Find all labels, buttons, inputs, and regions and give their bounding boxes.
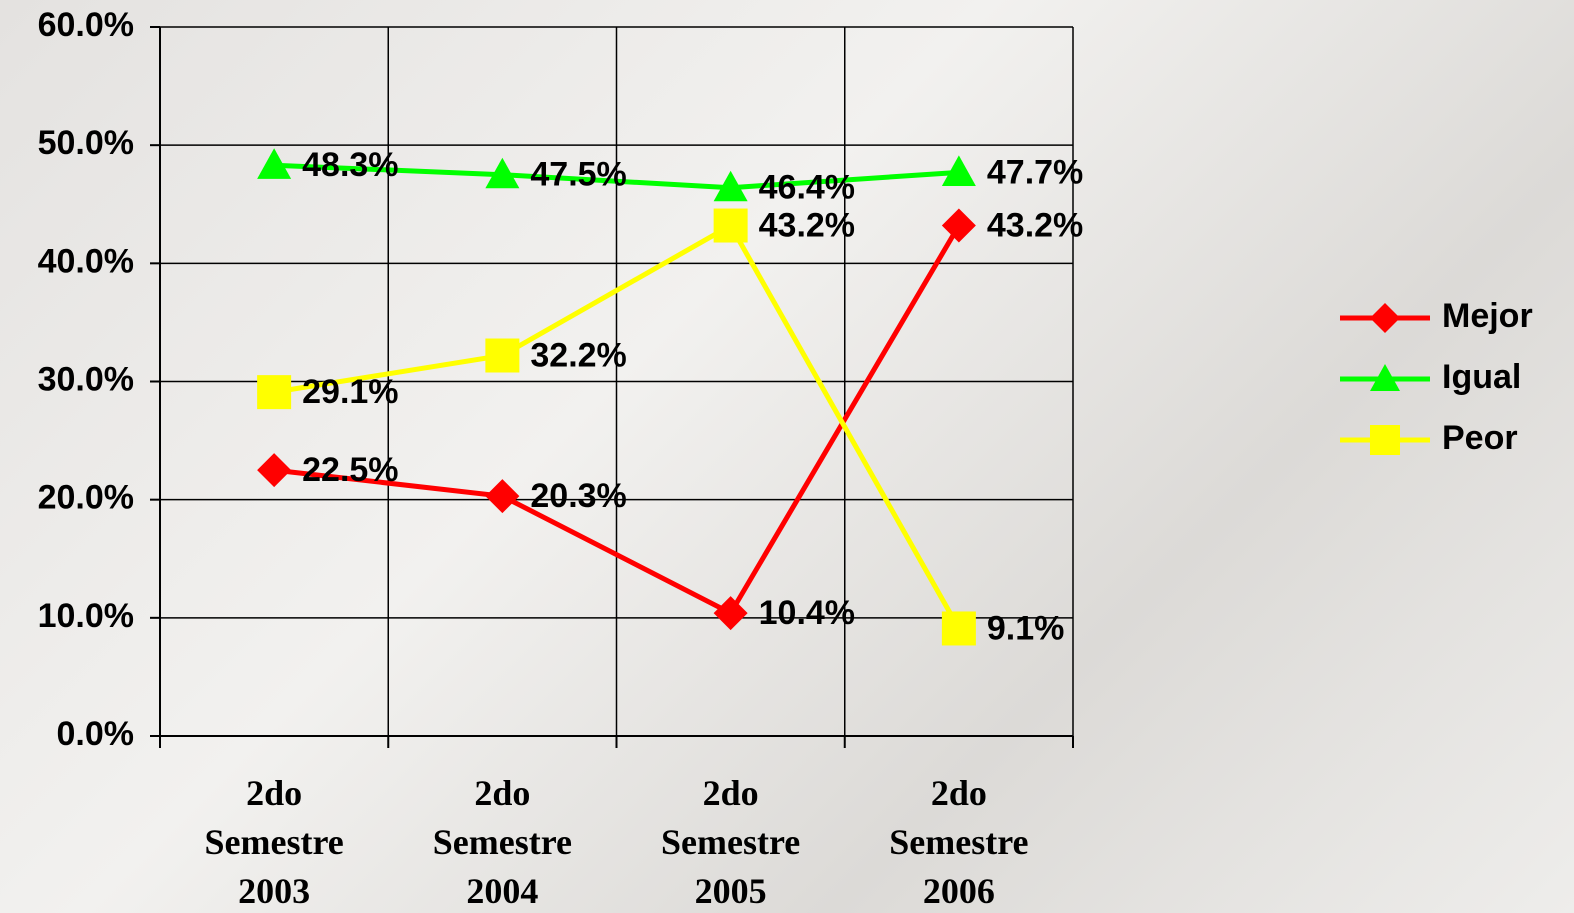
x-tick-label: 2do Semestre 2004 (433, 773, 572, 911)
data-point (941, 208, 976, 243)
data-label: 43.2% (987, 207, 1083, 245)
y-tick-label: 50.0% (38, 124, 134, 162)
y-tick-label: 40.0% (38, 242, 134, 280)
data-point (257, 148, 292, 179)
data-point (941, 155, 976, 186)
data-point (485, 338, 520, 373)
data-label: 10.4% (759, 594, 855, 632)
y-tick-label: 10.0% (38, 597, 134, 635)
legend-marker (1370, 425, 1400, 455)
data-point (713, 208, 748, 243)
data-label: 29.1% (302, 373, 398, 411)
data-label: 20.3% (530, 477, 626, 515)
y-tick-label: 60.0% (38, 6, 134, 44)
data-label: 22.5% (302, 451, 398, 489)
series-line (273, 222, 962, 630)
data-label: 47.5% (530, 156, 626, 194)
legend-label: Peor (1442, 419, 1518, 457)
legend-label: Mejor (1442, 297, 1533, 335)
series-line (273, 224, 962, 617)
data-label: 47.7% (987, 153, 1083, 191)
x-tick-label: 2do Semestre 2006 (889, 773, 1028, 911)
x-tick-label: 2do Semestre 2003 (204, 773, 343, 911)
y-tick-label: 20.0% (38, 479, 134, 517)
data-point (713, 170, 748, 202)
data-point (257, 453, 292, 488)
series-line (274, 162, 960, 191)
legend-label: Igual (1442, 358, 1521, 396)
data-label: 43.2% (759, 207, 855, 245)
legend-marker (1370, 364, 1400, 391)
data-point (713, 596, 748, 631)
y-tick-label: 0.0% (57, 715, 135, 753)
x-tick-label: 2do Semestre 2005 (661, 773, 800, 911)
data-label: 9.1% (987, 609, 1065, 647)
data-label: 46.4% (759, 169, 855, 207)
data-point (485, 479, 520, 514)
data-label: 48.3% (302, 146, 398, 184)
legend-marker (1370, 303, 1400, 333)
data-point (257, 375, 292, 410)
data-label: 32.2% (530, 336, 626, 374)
data-point (941, 611, 976, 646)
y-tick-label: 30.0% (38, 360, 134, 398)
data-point (485, 157, 520, 189)
